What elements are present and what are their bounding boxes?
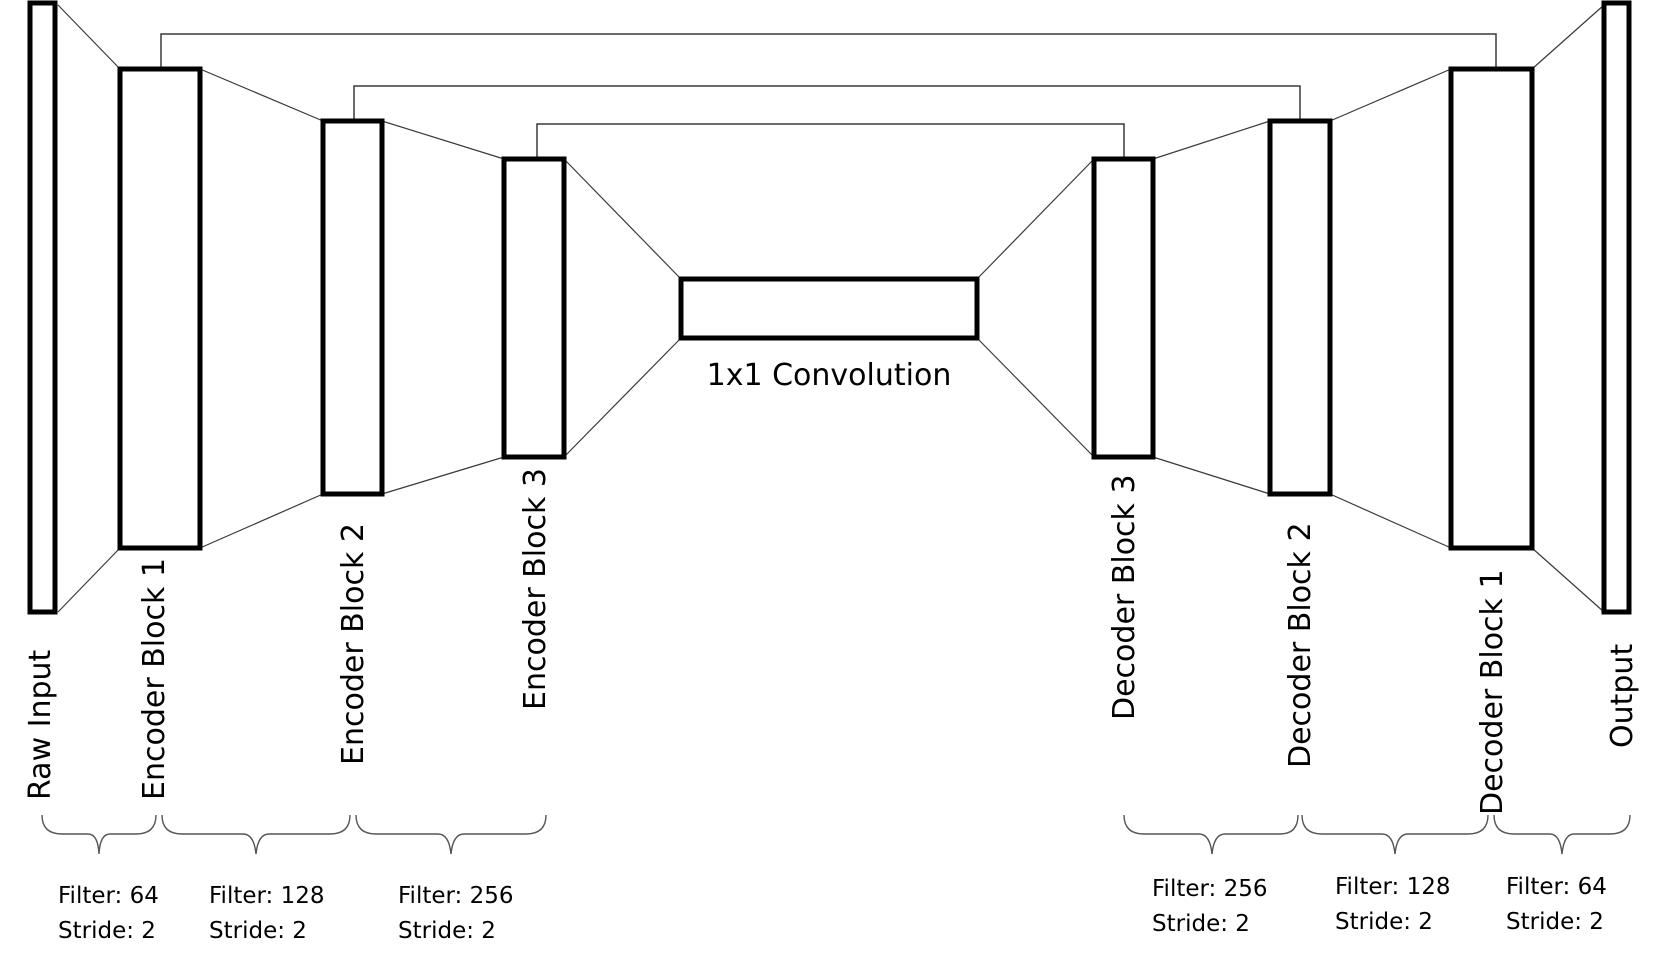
bottleneck-block <box>678 276 980 341</box>
decoder-block-3 <box>1091 156 1156 460</box>
param-filter-6: Filter: 64 <box>1506 874 1607 900</box>
brace-6 <box>1493 814 1631 855</box>
encoder-block-1-label: Encoder Block 1 <box>137 558 172 800</box>
param-filter-5: Filter: 128 <box>1335 874 1451 900</box>
block-labels: Raw Input Encoder Block 1 Encoder Block … <box>23 358 1640 815</box>
brace-4 <box>1123 814 1299 855</box>
skip-connection-1 <box>160 33 1497 69</box>
output-block <box>1601 0 1632 615</box>
brace-2 <box>161 814 351 855</box>
decoder-block-1 <box>1448 66 1535 551</box>
decoder-block-3-label: Decoder Block 3 <box>1107 474 1142 720</box>
decoder-block-1-label: Decoder Block 1 <box>1475 569 1510 815</box>
output-label: Output <box>1605 644 1640 748</box>
brace-3 <box>355 814 547 855</box>
param-stride-5: Stride: 2 <box>1335 909 1433 935</box>
param-stride-2: Stride: 2 <box>209 918 307 944</box>
param-stride-6: Stride: 2 <box>1506 909 1604 935</box>
taper-lines <box>57 4 1605 613</box>
param-filter-3: Filter: 256 <box>398 883 514 909</box>
skip-connection-3 <box>536 123 1125 159</box>
decoder-block-2 <box>1267 118 1333 497</box>
raw-input-block <box>27 0 58 615</box>
blocks <box>27 0 1632 615</box>
param-stride-1: Stride: 2 <box>58 918 156 944</box>
brace-5 <box>1301 814 1489 855</box>
param-labels: Filter: 64 Stride: 2 Filter: 128 Stride:… <box>58 874 1607 944</box>
param-stride-4: Stride: 2 <box>1152 911 1250 937</box>
skip-connections <box>160 33 1497 159</box>
param-stride-3: Stride: 2 <box>398 918 496 944</box>
brace-1 <box>41 814 157 855</box>
encoder-block-2-label: Encoder Block 2 <box>336 523 371 765</box>
param-filter-1: Filter: 64 <box>58 883 159 909</box>
param-filter-4: Filter: 256 <box>1152 876 1268 902</box>
raw-input-label: Raw Input <box>23 649 58 800</box>
param-filter-2: Filter: 128 <box>209 883 325 909</box>
encoder-block-3-label: Encoder Block 3 <box>518 468 553 710</box>
decoder-block-2-label: Decoder Block 2 <box>1283 522 1318 768</box>
encoder-block-3 <box>501 156 567 460</box>
skip-connection-2 <box>353 85 1301 121</box>
braces <box>41 814 1631 855</box>
encoder-block-2 <box>320 118 385 497</box>
bottleneck-label: 1x1 Convolution <box>707 358 952 393</box>
encoder-block-1 <box>117 66 203 551</box>
